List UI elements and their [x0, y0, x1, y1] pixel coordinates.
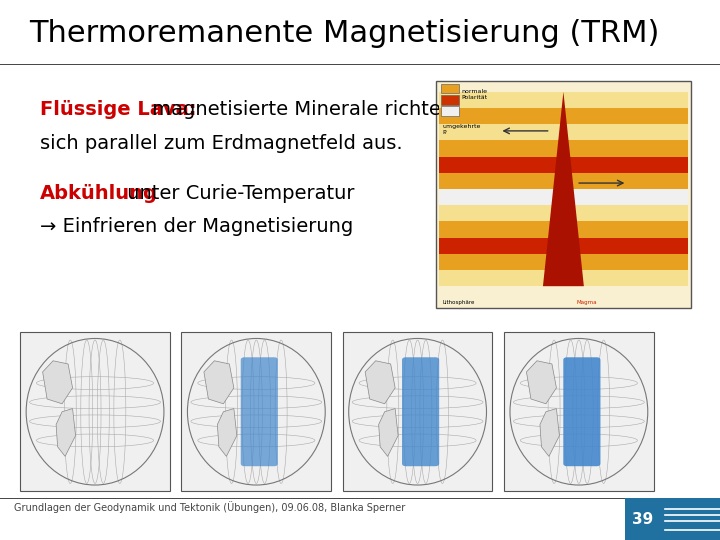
Bar: [441, 95, 459, 105]
Bar: [343, 332, 492, 491]
Bar: [439, 108, 688, 124]
Polygon shape: [526, 361, 557, 404]
FancyBboxPatch shape: [402, 357, 439, 466]
Bar: [436, 81, 691, 308]
Text: 39: 39: [632, 512, 654, 526]
Polygon shape: [204, 361, 234, 404]
Text: sich parallel zum Erdmagnetfeld aus.: sich parallel zum Erdmagnetfeld aus.: [40, 134, 402, 153]
Text: Abkühlung: Abkühlung: [40, 184, 158, 202]
Bar: [439, 221, 688, 238]
Text: unter Curie-Temperatur: unter Curie-Temperatur: [121, 184, 354, 202]
FancyBboxPatch shape: [240, 357, 278, 466]
Bar: [439, 254, 688, 270]
Polygon shape: [56, 409, 76, 456]
Bar: [439, 157, 688, 173]
Bar: [181, 332, 331, 491]
Bar: [439, 124, 688, 140]
Bar: [439, 173, 688, 189]
Polygon shape: [379, 409, 398, 456]
Bar: [439, 238, 688, 254]
Bar: [504, 332, 654, 491]
Bar: [439, 140, 688, 157]
Text: Flüssige Lava:: Flüssige Lava:: [40, 100, 196, 119]
Bar: [625, 498, 720, 540]
Polygon shape: [365, 361, 395, 404]
Polygon shape: [543, 92, 584, 286]
FancyBboxPatch shape: [563, 357, 600, 466]
Bar: [20, 332, 170, 491]
Polygon shape: [42, 361, 73, 404]
Text: Grundlagen der Geodynamik und Tektonik (Übungen), 09.06.08, Blanka Sperner: Grundlagen der Geodynamik und Tektonik (…: [14, 501, 405, 513]
Text: magnetisierte Minerale richten: magnetisierte Minerale richten: [146, 100, 454, 119]
Bar: [439, 189, 688, 205]
Bar: [439, 205, 688, 221]
Bar: [439, 270, 688, 286]
Text: Magma: Magma: [576, 300, 597, 305]
Polygon shape: [217, 409, 237, 456]
Polygon shape: [540, 409, 559, 456]
Bar: [439, 92, 688, 108]
Text: → Einfrieren der Magnetisierung: → Einfrieren der Magnetisierung: [40, 217, 353, 236]
Text: Lithosphäre: Lithosphäre: [443, 300, 475, 305]
Text: Thermoremanente Magnetisierung (TRM): Thermoremanente Magnetisierung (TRM): [29, 19, 660, 48]
Bar: [441, 84, 459, 93]
Bar: [441, 106, 459, 116]
Text: umgekehrte
P.: umgekehrte P.: [442, 124, 480, 135]
Text: normale
Polarität: normale Polarität: [462, 89, 487, 100]
